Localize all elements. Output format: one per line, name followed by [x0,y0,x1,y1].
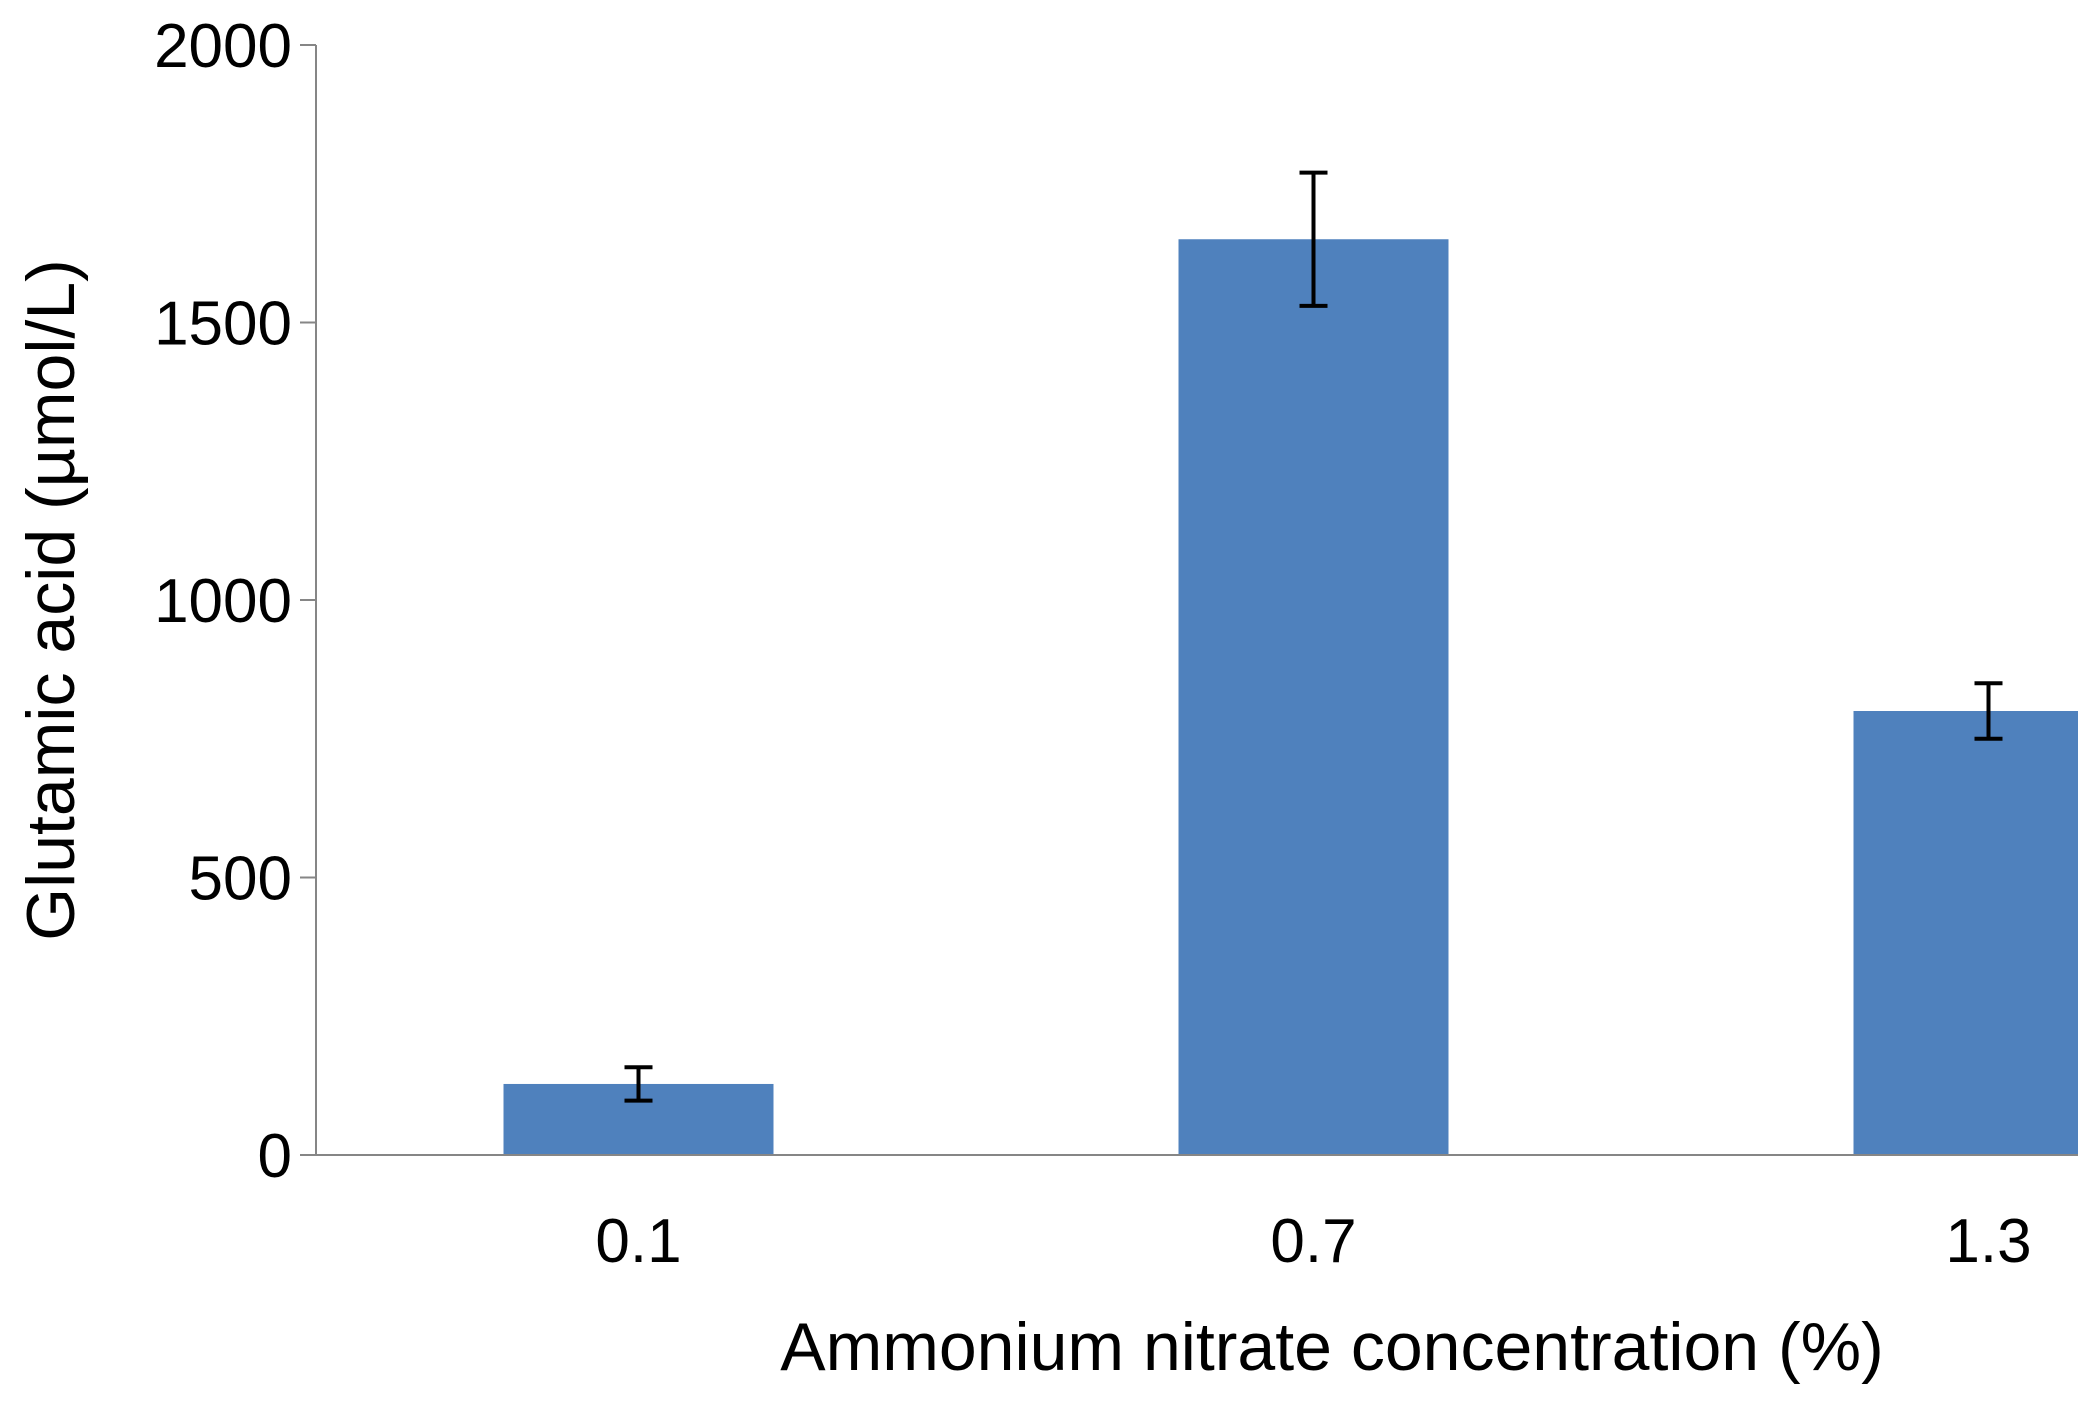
y-tick-label: 500 [189,845,292,914]
y-tick-label: 1500 [154,290,292,359]
y-axis-ticks: 0 500 1000 1500 2000 [154,12,316,1191]
x-tick-label: 0.7 [1270,1207,1356,1276]
x-tick-label: 1.3 [1945,1207,2031,1276]
bar [1179,239,1449,1155]
y-axis-label: Glutamic acid (µmol/L) [13,259,89,941]
y-tick-label: 0 [258,1122,292,1191]
x-axis-ticks: 0.1 0.7 1.3 [595,1207,2031,1276]
x-axis-label: Ammonium nitrate concentration (%) [780,1309,1884,1385]
y-tick-label: 1000 [154,567,292,636]
x-tick-label: 0.1 [595,1207,681,1276]
y-tick-label: 2000 [154,12,292,81]
bars-group [504,239,2078,1155]
bar [1854,711,2078,1155]
